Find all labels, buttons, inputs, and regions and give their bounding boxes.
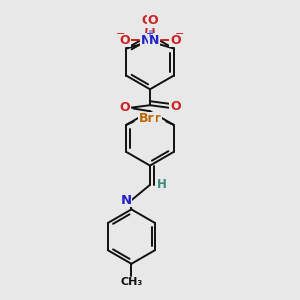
Text: O: O <box>170 34 181 47</box>
Text: O: O <box>119 101 130 114</box>
Text: N: N <box>149 34 159 47</box>
Text: Br: Br <box>139 112 155 125</box>
Text: −: − <box>116 29 125 39</box>
Text: O: O <box>148 14 158 27</box>
Text: −: − <box>175 29 184 39</box>
Text: O: O <box>119 34 130 47</box>
Text: +: + <box>145 29 153 39</box>
Text: +: + <box>147 29 155 39</box>
Text: CH₃: CH₃ <box>120 278 142 287</box>
Text: H: H <box>157 178 166 191</box>
Text: O: O <box>142 14 152 27</box>
Text: Br: Br <box>146 112 161 125</box>
Text: O: O <box>170 100 181 113</box>
Text: N: N <box>121 194 132 207</box>
Text: N: N <box>141 34 151 47</box>
